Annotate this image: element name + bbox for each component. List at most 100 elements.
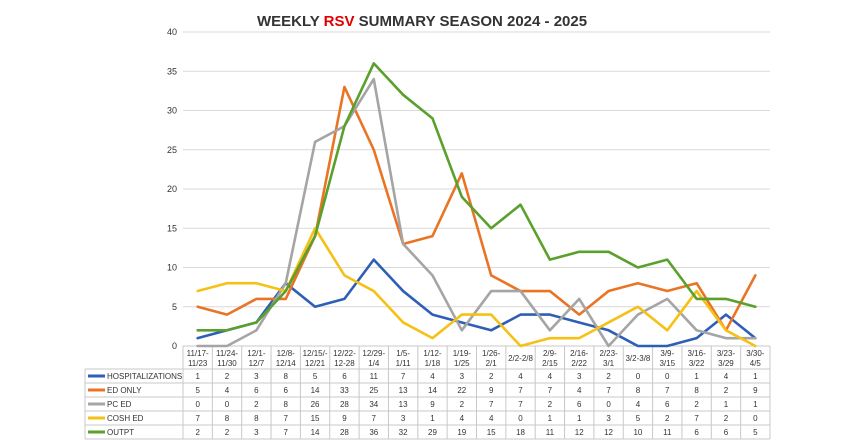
table-cell: 19 [457, 428, 466, 437]
table-cell: 5 [195, 386, 200, 395]
table-cell: 8 [254, 414, 259, 423]
table-cell: 8 [636, 386, 641, 395]
data-table: 11/17-11/2311/24-11/3012/1-12/712/8-12/1… [84, 345, 771, 440]
table-cell: 26 [311, 400, 320, 409]
table-cell: 7 [283, 414, 288, 423]
table-cell: 4 [225, 386, 230, 395]
x-tick-label: 2/15 [542, 359, 558, 368]
table-cell: 1 [753, 372, 758, 381]
x-tick-label: 2/23- [599, 349, 618, 358]
table-cell: 0 [753, 414, 758, 423]
table-cell: 7 [195, 414, 200, 423]
table-cell: 0 [636, 372, 641, 381]
x-tick-label: 12/29- [362, 349, 385, 358]
x-tick-label: 1/26- [482, 349, 501, 358]
title-accent: RSV [324, 13, 355, 30]
table-cell: 9 [430, 400, 435, 409]
table-cell: 2 [460, 400, 465, 409]
table-cell: 8 [694, 386, 699, 395]
table-cell: 2 [724, 386, 729, 395]
x-tick-label: 11/23 [188, 359, 208, 368]
table-cell: 6 [254, 386, 259, 395]
x-tick-label: 2/1 [486, 359, 498, 368]
table-cell: 3 [254, 372, 259, 381]
table-cell: 36 [369, 428, 378, 437]
x-tick-label: 1/25 [454, 359, 470, 368]
table-cell: 15 [311, 414, 320, 423]
table-cell: 2 [225, 428, 230, 437]
x-tick-label: 3/22 [689, 359, 705, 368]
table-cell: 4 [724, 372, 729, 381]
row-label: HOSPITALIZATIONS [107, 372, 182, 381]
table-cell: 33 [340, 386, 349, 395]
table-cell: 22 [457, 386, 466, 395]
row-label: OUTPT [107, 428, 134, 437]
series-lines [196, 62, 757, 348]
table-cell: 2 [606, 372, 611, 381]
title-prefix: WEEKLY [257, 13, 324, 30]
x-tick-label: 12/8- [277, 349, 296, 358]
series-line-ed-only [196, 85, 757, 332]
table-cell: 2 [225, 372, 230, 381]
x-tick-label: 1/11 [396, 359, 412, 368]
table-cell: 1 [195, 372, 200, 381]
y-axis-ticks: 0 5 10 15 20 25 30 35 40 [167, 27, 177, 351]
row-label: PC ED [107, 400, 132, 409]
table-cell: 4 [577, 386, 582, 395]
table-cell: 1 [577, 414, 582, 423]
table-cell: 2 [195, 428, 200, 437]
x-tick-label: 3/9- [660, 349, 674, 358]
y-tick-label: 35 [167, 66, 177, 76]
table-cell: 6 [665, 400, 670, 409]
x-tick-label: 12-28 [334, 359, 355, 368]
table-cell: 8 [283, 372, 288, 381]
table-cell: 13 [399, 386, 408, 395]
table-cell: 32 [399, 428, 408, 437]
table-cell: 3 [460, 372, 465, 381]
x-tick-label: 3/15 [659, 359, 675, 368]
table-cell: 10 [633, 428, 642, 437]
x-tick-label: 1/19- [453, 349, 472, 358]
table-cell: 7 [665, 386, 670, 395]
x-tick-label: 3/2-3/8 [625, 354, 650, 363]
x-tick-label: 2/9- [543, 349, 557, 358]
title-suffix: SUMMARY SEASON 2024 - 2025 [354, 13, 587, 30]
x-tick-label: 12/1- [247, 349, 266, 358]
x-tick-label: 12/7 [249, 359, 265, 368]
table-cell: 0 [518, 414, 523, 423]
table-cell: 1 [430, 414, 435, 423]
table-cell: 9 [489, 386, 494, 395]
y-tick-label: 25 [167, 145, 177, 155]
table-cell: 0 [195, 400, 200, 409]
x-tick-label: 11/17- [187, 349, 209, 358]
table-cell: 0 [665, 372, 670, 381]
y-tick-label: 20 [167, 184, 177, 194]
table-cell: 4 [489, 414, 494, 423]
table-cell: 4 [460, 414, 465, 423]
x-tick-label: 3/1 [603, 359, 615, 368]
x-tick-label: 12/14 [276, 359, 297, 368]
series-line-pc-ed [196, 77, 757, 348]
x-tick-label: 2/2-2/8 [508, 354, 533, 363]
table-cell: 7 [489, 400, 494, 409]
table-cell: 9 [342, 414, 347, 423]
x-tick-label: 3/16- [688, 349, 707, 358]
table-cell: 6 [694, 428, 699, 437]
gridlines [183, 31, 770, 347]
table-cell: 3 [577, 372, 582, 381]
table-cell: 0 [225, 400, 230, 409]
x-tick-label: 12/21 [305, 359, 326, 368]
table-cell: 7 [606, 386, 611, 395]
table-cell: 14 [311, 428, 320, 437]
table-cell: 4 [430, 372, 435, 381]
x-tick-label: 1/4 [368, 359, 380, 368]
table-cell: 7 [372, 414, 377, 423]
x-tick-label: 1/5- [396, 349, 410, 358]
table-cell: 4 [636, 400, 641, 409]
table-cell: 12 [604, 428, 613, 437]
row-label: COSH ED [107, 414, 144, 423]
table-cell: 4 [518, 372, 523, 381]
x-tick-label: 3/29 [718, 359, 734, 368]
table-cell: 2 [254, 400, 259, 409]
x-tick-label: 12/15/- [303, 349, 328, 358]
